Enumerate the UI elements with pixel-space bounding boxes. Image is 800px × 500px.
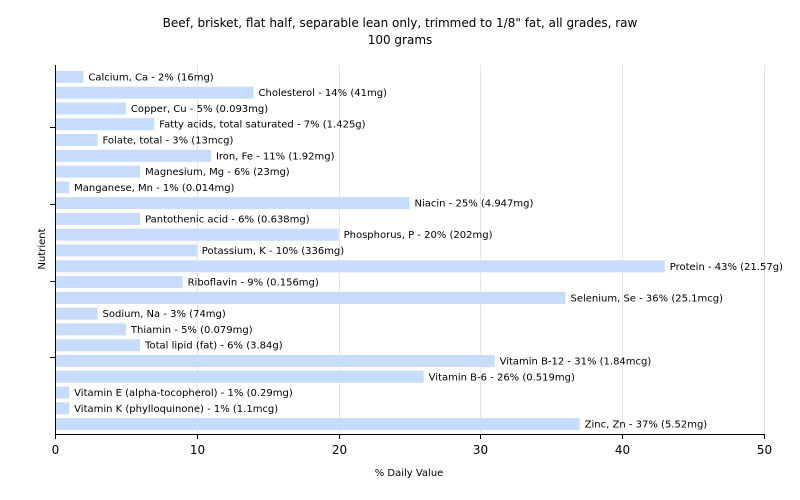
- bar: [56, 276, 183, 289]
- chart-subtitle: 100 grams: [368, 33, 433, 47]
- bar-label: Riboflavin - 9% (0.156mg): [188, 278, 319, 289]
- bar-label: Iron, Fe - 11% (1.92mg): [216, 151, 335, 162]
- bar-label: Phosphorus, P - 20% (202mg): [344, 230, 493, 241]
- bar: [56, 339, 141, 352]
- bar: [56, 212, 141, 225]
- x-tick-label: 40: [615, 443, 630, 457]
- bar: [56, 70, 84, 83]
- bar: [56, 197, 410, 210]
- bar-label: Magnesium, Mg - 6% (23mg): [145, 167, 290, 178]
- bar: [56, 244, 197, 257]
- bar-label: Niacin - 25% (4.947mg): [415, 199, 534, 210]
- x-tick-label: 0: [52, 443, 60, 457]
- bar: [56, 134, 98, 147]
- x-tick-label: 10: [190, 443, 205, 457]
- bar: [56, 228, 339, 241]
- bar: [56, 354, 495, 367]
- bar-label: Vitamin K (phylloquinone) - 1% (1.1mcg): [74, 404, 278, 415]
- bar: [56, 102, 126, 115]
- x-tick-label: 30: [473, 443, 488, 457]
- bar: [56, 418, 580, 431]
- bar-label: Vitamin E (alpha-tocopherol) - 1% (0.29m…: [74, 388, 293, 399]
- bar-label: Pantothenic acid - 6% (0.638mg): [145, 214, 310, 225]
- bar: [56, 181, 70, 194]
- bar-label: Vitamin B-6 - 26% (0.519mg): [429, 372, 575, 383]
- bar-label: Fatty acids, total saturated - 7% (1.425…: [159, 120, 365, 131]
- bar: [56, 260, 665, 273]
- bar-label: Copper, Cu - 5% (0.093mg): [131, 104, 268, 115]
- bar-label: Folate, total - 3% (13mcg): [103, 136, 234, 147]
- bar-label: Thiamin - 5% (0.079mg): [130, 325, 253, 336]
- axes: 0 10 20 30 40 50: [50, 65, 772, 457]
- chart-title: Beef, brisket, flat half, separable lean…: [163, 16, 638, 30]
- bar: [56, 118, 155, 131]
- x-tick-label: 50: [757, 443, 772, 457]
- bar: [56, 402, 70, 415]
- bar: [56, 386, 70, 399]
- bar: [56, 86, 254, 99]
- bar-label: Calcium, Ca - 2% (16mg): [88, 72, 213, 83]
- y-axis-title: Nutrient: [37, 228, 48, 269]
- bar-label: Potassium, K - 10% (336mg): [202, 246, 344, 257]
- bar-label: Zinc, Zn - 37% (5.52mg): [585, 420, 708, 431]
- bar-label: Manganese, Mn - 1% (0.014mg): [74, 183, 234, 194]
- bars: [56, 70, 665, 431]
- bar-label: Total lipid (fat) - 6% (3.84g): [144, 341, 283, 352]
- bar-label: Cholesterol - 14% (41mg): [259, 88, 388, 99]
- x-axis-title: % Daily Value: [375, 468, 444, 479]
- bar-label: Sodium, Na - 3% (74mg): [103, 309, 226, 320]
- bar-label: Protein - 43% (21.57g): [670, 262, 783, 273]
- bar: [56, 307, 98, 320]
- bar: [56, 370, 424, 383]
- bar-labels: Calcium, Ca - 2% (16mg) Cholesterol - 14%…: [74, 72, 783, 430]
- bar-label: Vitamin B-12 - 31% (1.84mcg): [500, 356, 652, 367]
- bar: [56, 323, 126, 336]
- bar-label: Selenium, Se - 36% (25.1mcg): [570, 293, 723, 304]
- bar: [56, 149, 211, 162]
- x-tick-label: 20: [332, 443, 347, 457]
- bar: [56, 291, 566, 304]
- bar: [56, 165, 141, 178]
